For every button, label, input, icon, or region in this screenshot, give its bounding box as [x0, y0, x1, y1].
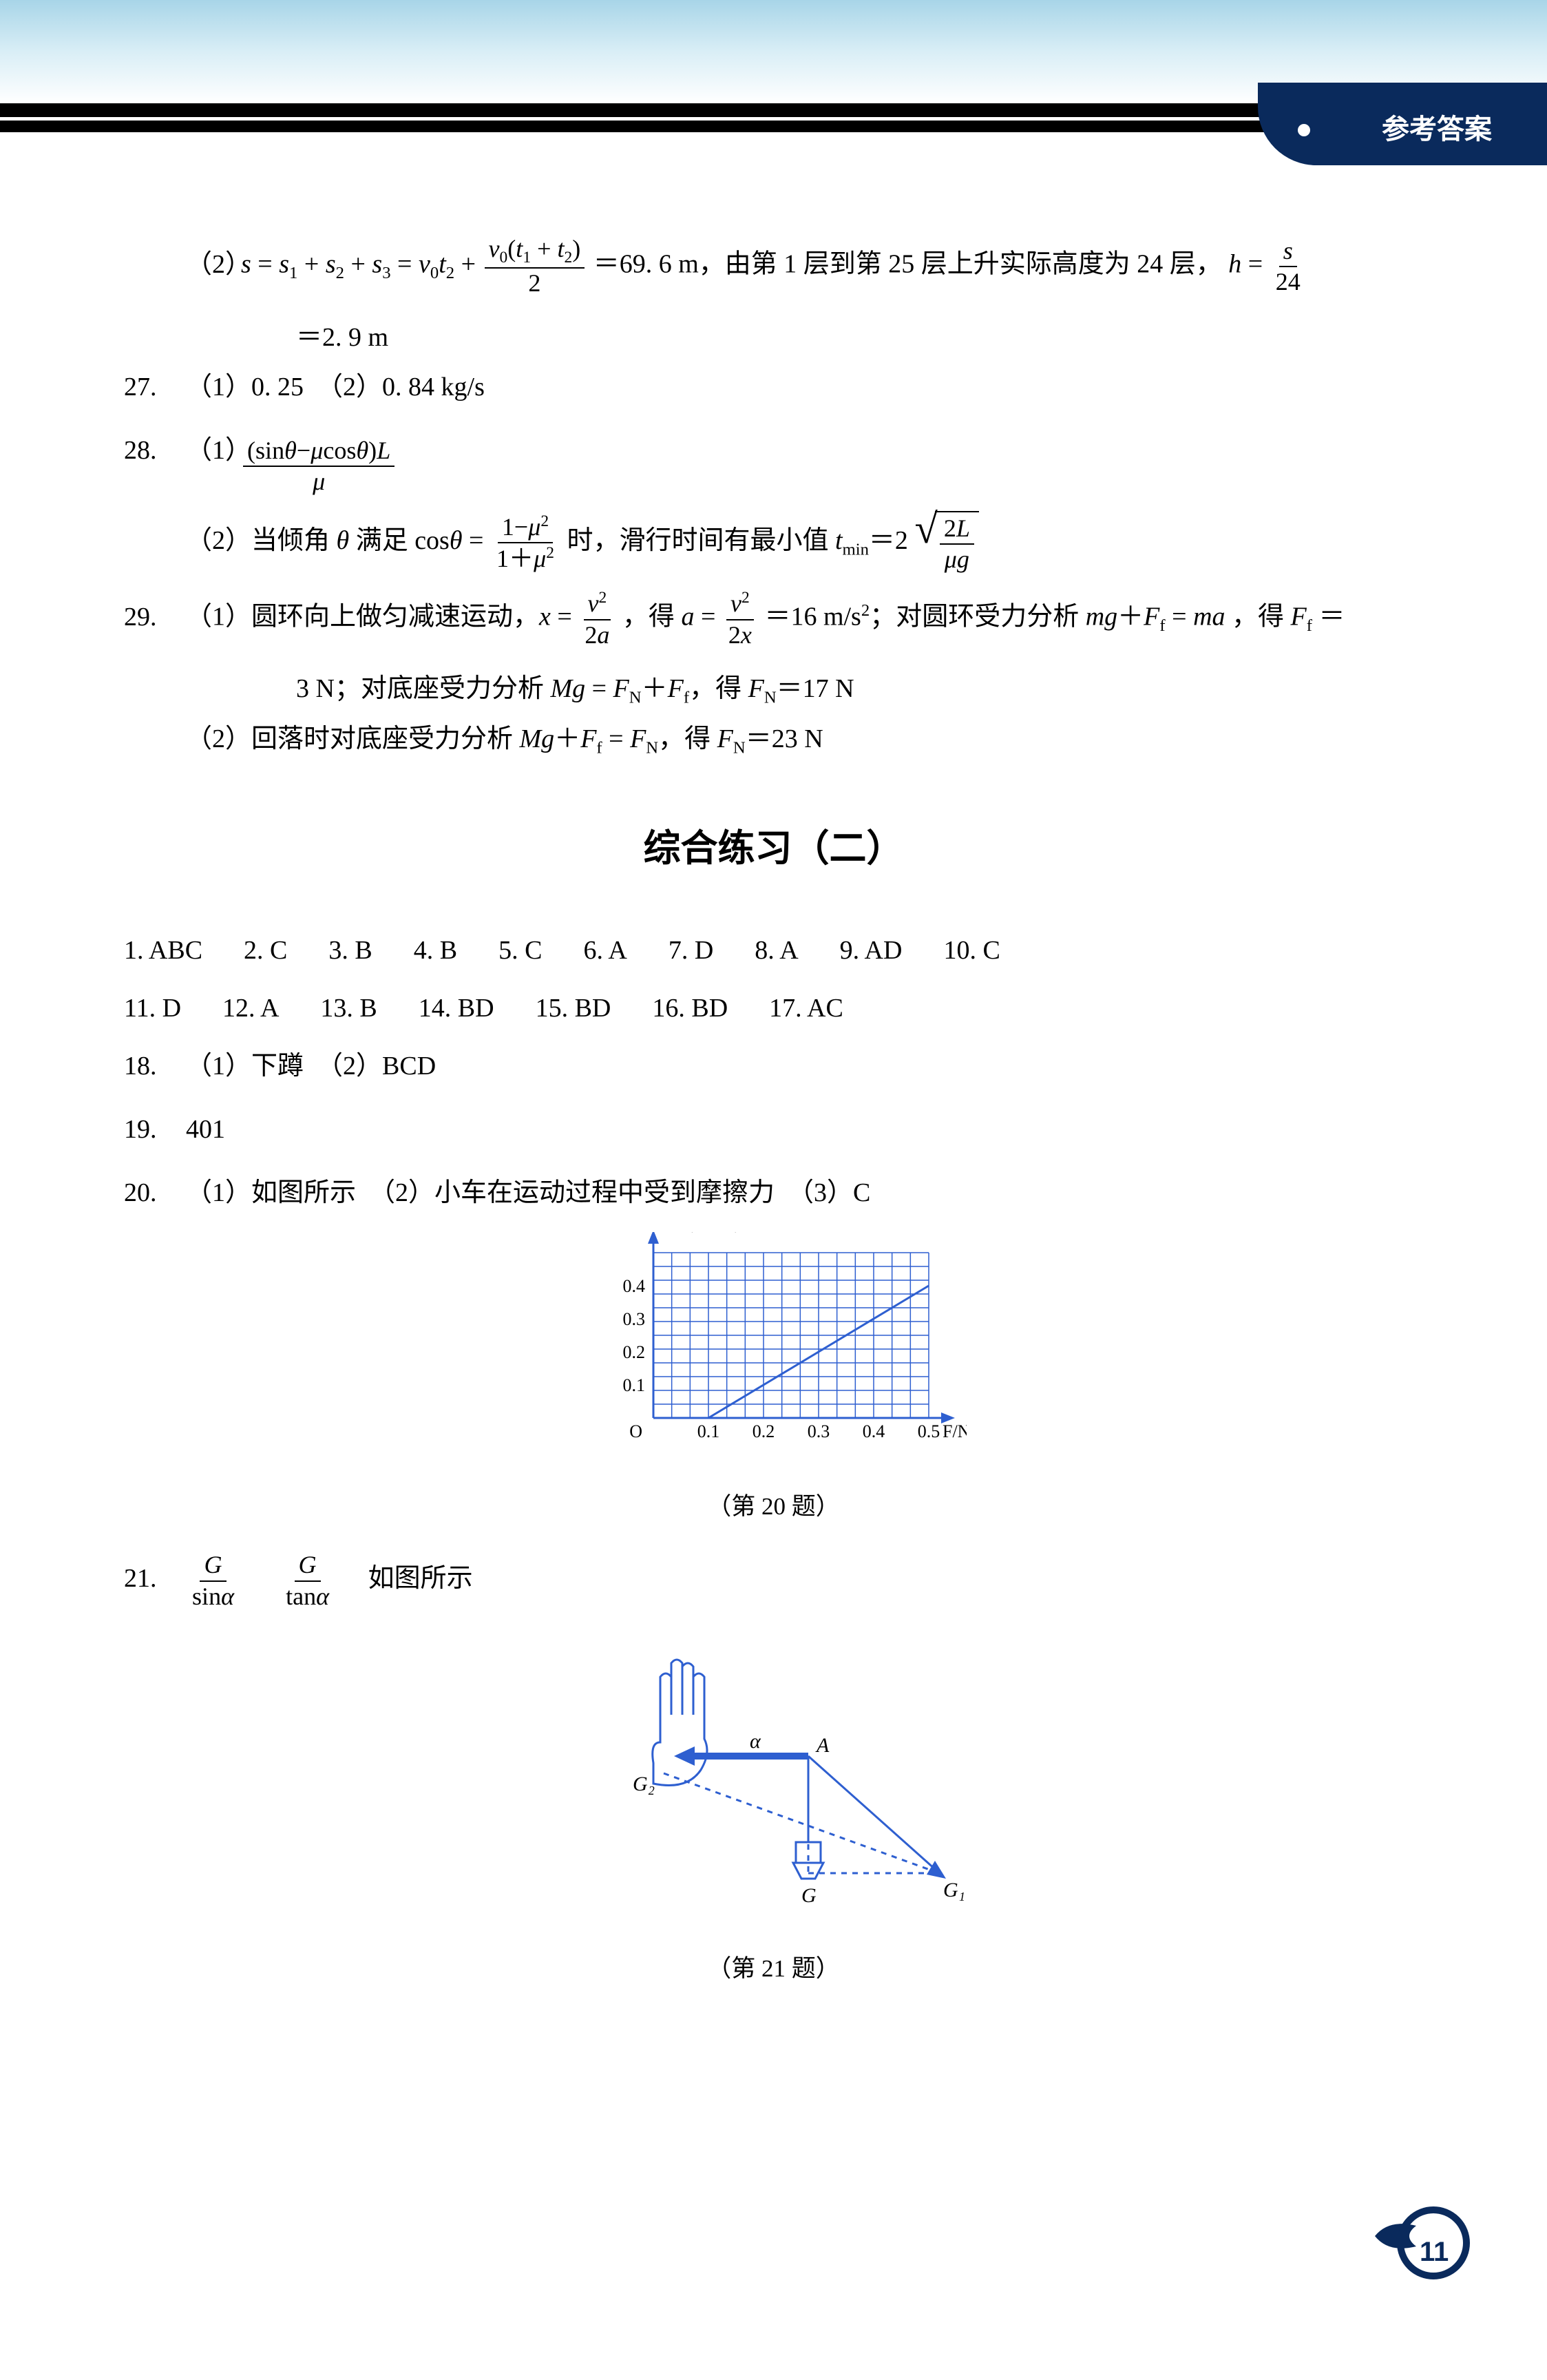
mc-answers-row2: 11. D 12. A 13. B 14. BD 15. BD 16. BD 17. AC — [124, 983, 1423, 1033]
answer-29-1: 29. （1）圆环向上做匀减速运动，x = v22a ，得 a = v22x ＝… — [124, 588, 1423, 650]
answer-28-2: （2）当倾角 θ 满足 cosθ = 1−μ2 1＋μ2 时，滑行时间有最小值 … — [124, 511, 1423, 575]
mc-item: 17. AC — [769, 983, 843, 1033]
svg-text:0.4: 0.4 — [622, 1276, 645, 1296]
answer-28-1: 28. （1） (sinθ−μcosθ)L μ — [124, 426, 1423, 497]
answer-29-2: （2）回落时对底座受力分析 Mg＋Ff = FN，得 FN＝23 N — [124, 714, 1423, 765]
page-number: 11 — [1420, 2226, 1449, 2278]
mc-item: 2. C — [244, 926, 287, 975]
figure-20-caption: （第 20 题） — [124, 1484, 1423, 1530]
svg-text:a/(m·s⁻²): a/(m·s⁻²) — [674, 1232, 741, 1233]
mc-item: 8. A — [755, 926, 798, 975]
svg-text:G₂: G₂ — [633, 1773, 655, 1795]
svg-text:0.3: 0.3 — [622, 1309, 645, 1329]
answer-19: 19.401 — [124, 1105, 1423, 1154]
chart-20: 0.1 0.2 0.3 0.4 0.5 0.1 0.2 0.3 0.4 Oa/(m·s⁻²) F/N — [581, 1232, 967, 1459]
figure-20: 0.1 0.2 0.3 0.4 0.5 0.1 0.2 0.3 0.4 Oa/(m·s⁻²) F/N… — [124, 1232, 1423, 1530]
mc-item: 12. A — [222, 983, 279, 1033]
svg-text:α: α — [750, 1730, 761, 1753]
diagram-21: α A G G₁ G₂ — [567, 1625, 980, 1921]
mc-item: 9. AD — [840, 926, 903, 975]
tab-dot-icon — [1298, 124, 1310, 136]
answer-20: 20.（1）如图所示 （2）小车在运动过程中受到摩擦力 （3）C — [124, 1168, 1423, 1218]
figure-21: α A G G₁ G₂ （第 21 题） — [124, 1625, 1423, 1992]
mc-item: 5. C — [498, 926, 542, 975]
svg-text:0.1: 0.1 — [622, 1375, 645, 1395]
svg-text:0.4: 0.4 — [862, 1421, 885, 1441]
svg-text:0.5: 0.5 — [917, 1421, 940, 1441]
mc-answers-row1: 1. ABC 2. C 3. B 4. B 5. C 6. A 7. D 8. A 9. AD 1… — [124, 926, 1423, 975]
mc-item: 16. BD — [652, 983, 728, 1033]
mc-item: 7. D — [669, 926, 713, 975]
answer-29-1-line2: 3 N；对底座受力分析 Mg = FN＋Ff，得 FN＝17 N — [124, 664, 1423, 715]
answer-27: 27. （1）0. 25 （2）0. 84 kg/s — [124, 362, 1423, 412]
mc-item: 11. D — [124, 983, 181, 1033]
mc-item: 14. BD — [419, 983, 494, 1033]
tab-label: 参考答案 — [1382, 103, 1492, 156]
svg-text:0.1: 0.1 — [697, 1421, 719, 1441]
svg-text:G₁: G₁ — [943, 1879, 965, 1901]
figure-21-caption: （第 21 题） — [124, 1946, 1423, 1992]
mc-item: 4. B — [414, 926, 457, 975]
page-content: （2） s = s1 + s2 + s3 = v0t2 + v0(t1 + t2… — [124, 234, 1423, 2013]
answer-cont-part2-line2: ＝2. 9 m — [124, 313, 1423, 362]
svg-text:G: G — [801, 1884, 817, 1907]
mc-item: 1. ABC — [124, 926, 202, 975]
answer-18: 18.（1）下蹲 （2）BCD — [124, 1041, 1423, 1091]
svg-text:A: A — [815, 1734, 830, 1757]
mc-item: 6. A — [583, 926, 627, 975]
svg-text:0.2: 0.2 — [752, 1421, 775, 1441]
mc-item: 10. C — [943, 926, 1000, 975]
svg-text:O: O — [629, 1421, 642, 1441]
answer-cont-part2: （2） s = s1 + s2 + s3 = v0t2 + v0(t1 + t2… — [124, 234, 1423, 299]
svg-text:0.2: 0.2 — [622, 1342, 645, 1362]
header-tab: 参考答案 — [1258, 83, 1547, 165]
header-whiteline — [0, 117, 1347, 121]
section-heading: 综合练习（二） — [124, 813, 1423, 884]
mc-item: 15. BD — [536, 983, 611, 1033]
page-number-badge: 11 — [1368, 2198, 1471, 2304]
svg-text:F/N: F/N — [943, 1421, 967, 1441]
mc-item: 3. B — [328, 926, 372, 975]
svg-text:0.3: 0.3 — [807, 1421, 830, 1441]
answer-21: 21. Gsinα Gtanα 如图所示 — [124, 1550, 1423, 1611]
mc-item: 13. B — [320, 983, 377, 1033]
